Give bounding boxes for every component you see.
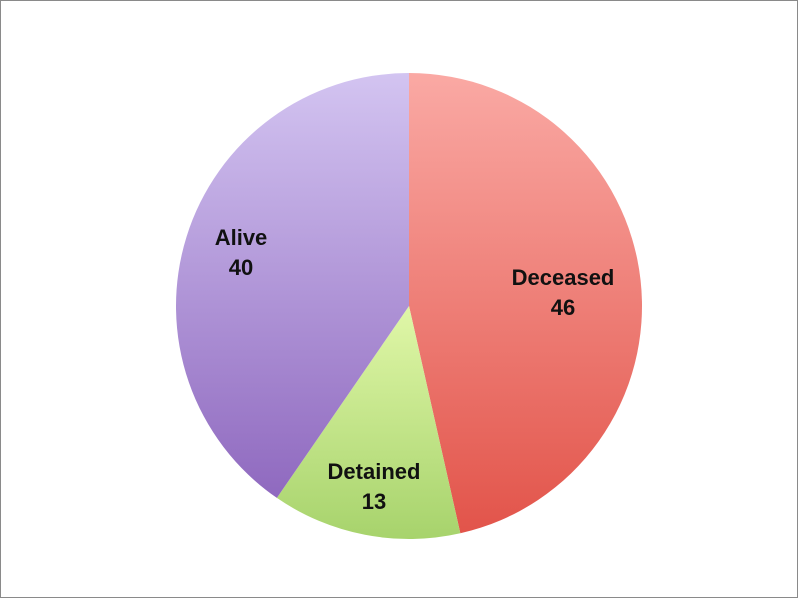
- slice-label-deceased: Deceased: [512, 265, 615, 290]
- slice-label-detained: Detained: [328, 459, 421, 484]
- slice-value-deceased: 46: [551, 295, 575, 320]
- slice-label-alive: Alive: [215, 225, 268, 250]
- slice-value-alive: 40: [229, 255, 253, 280]
- pie-slice-alive: [176, 73, 409, 498]
- slice-value-detained: 13: [362, 489, 386, 514]
- pie-slice-detained: [276, 306, 461, 540]
- pie-slice-deceased: [409, 73, 642, 534]
